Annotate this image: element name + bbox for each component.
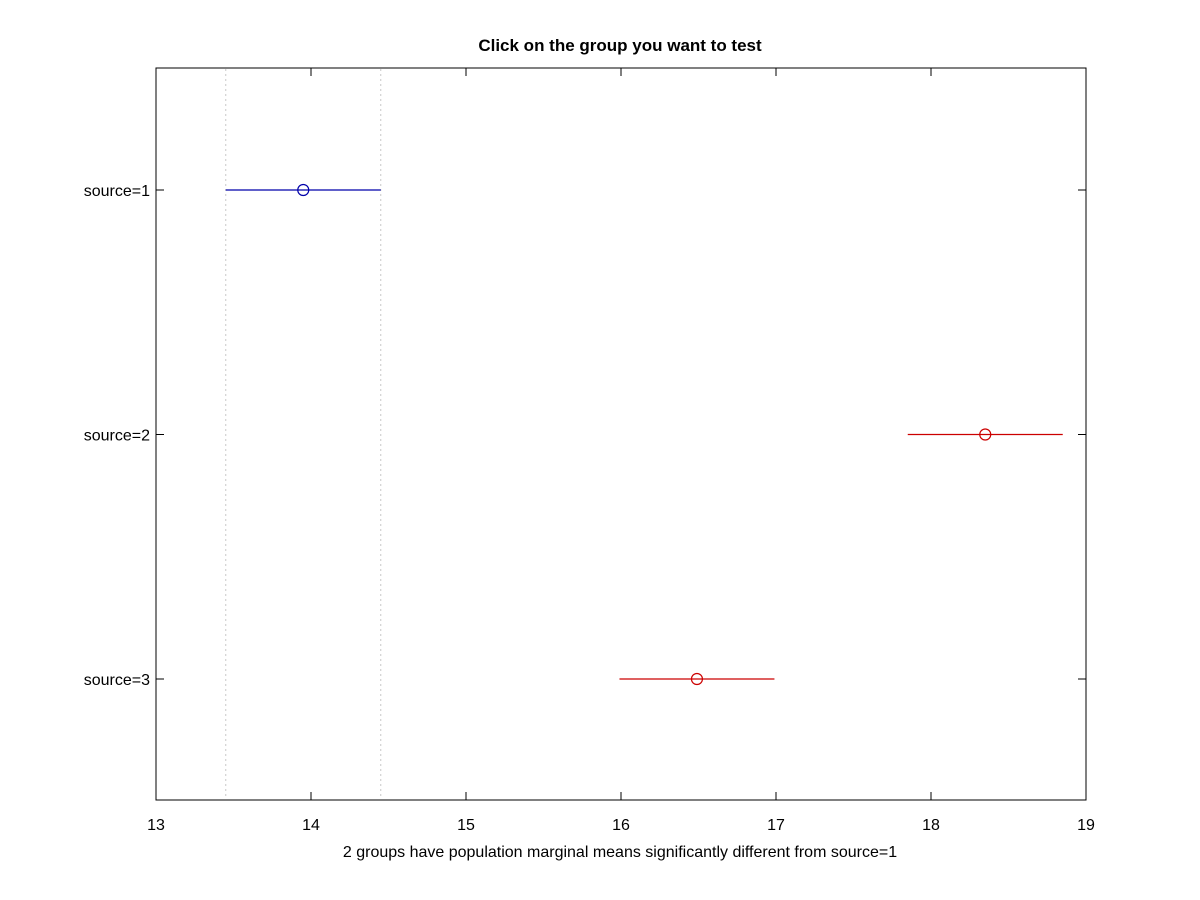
mean-marker[interactable]: [690, 672, 704, 686]
group-intervals: [225, 183, 1063, 686]
mean-marker[interactable]: [979, 428, 992, 441]
x-tick-label: 14: [302, 817, 320, 834]
y-tick-label: source=2: [84, 428, 150, 445]
x-tick-label: 17: [767, 817, 785, 834]
x-axis-label: 2 groups have population marginal means …: [343, 844, 897, 861]
group-interval[interactable]: [225, 183, 381, 197]
mean-marker[interactable]: [297, 183, 310, 197]
group-interval[interactable]: [619, 672, 775, 686]
x-tick-label: 16: [612, 817, 630, 834]
chart-title: Click on the group you want to test: [478, 36, 762, 55]
group-interval[interactable]: [907, 428, 1063, 441]
reference-lines: [225, 69, 382, 799]
x-tick-label: 18: [922, 817, 940, 834]
y-tick-label: source=1: [84, 183, 150, 200]
x-tick-label: 13: [147, 817, 165, 834]
x-axis-ticks: 13 14 15 16 17 18 19: [147, 68, 1095, 834]
x-tick-label: 15: [457, 817, 475, 834]
y-tick-label: source=3: [84, 672, 150, 689]
x-tick-label: 19: [1077, 817, 1095, 834]
y-axis-ticks: source=1 source=2 source=3: [84, 183, 1086, 689]
